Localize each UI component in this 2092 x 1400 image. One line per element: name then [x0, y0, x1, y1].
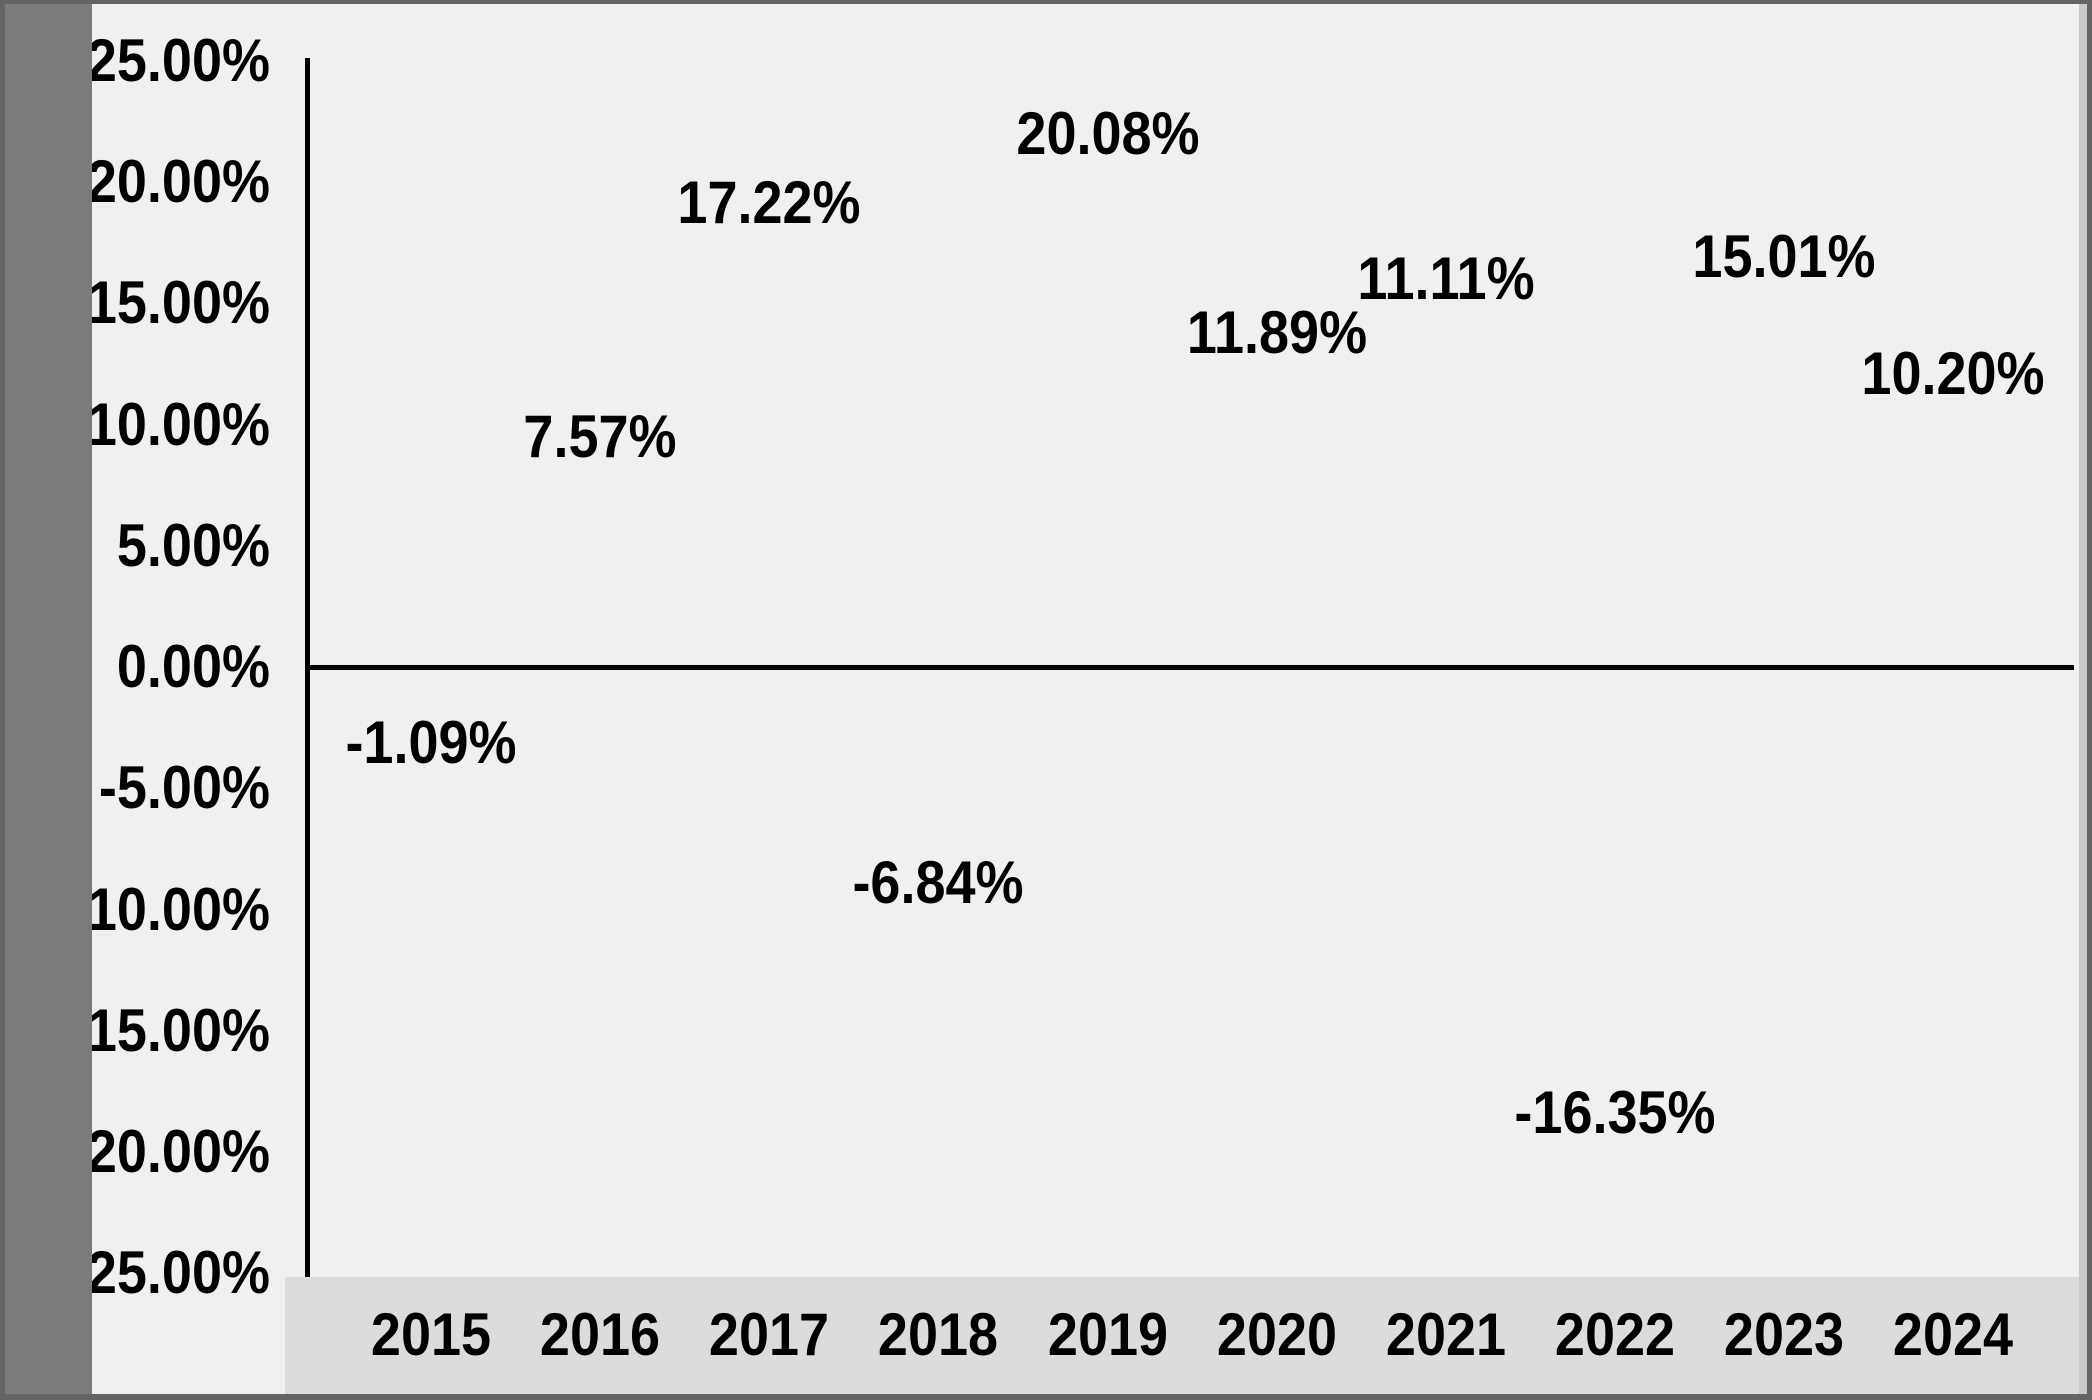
- zero-baseline: [305, 665, 2074, 670]
- value-label: 17.22%: [677, 169, 861, 236]
- y-axis-tick-label: 5.00%: [116, 512, 270, 579]
- y-axis-tick-label: -20.00%: [68, 1118, 270, 1185]
- bar: [0, 628, 92, 794]
- x-axis-label: 2016: [539, 1301, 661, 1368]
- x-axis-label: 2017: [708, 1301, 830, 1368]
- y-axis-ticks: 25.00% 20.00% 15.00% 10.00% 5.00% 0.00% -5.00%…: [0, 0, 270, 1304]
- bar: [0, 26, 92, 210]
- value-label: 11.11%: [1357, 245, 1535, 312]
- value-label: -1.09%: [345, 709, 517, 776]
- y-axis-tick-label: -25.00%: [68, 1239, 270, 1306]
- x-axis-band: [285, 1277, 2087, 1394]
- value-label: 15.01%: [1692, 223, 1876, 290]
- y-axis-tick-label: 0.00%: [116, 633, 270, 700]
- x-axis-label: 2019: [1047, 1301, 1169, 1368]
- x-axis-label: 2015: [370, 1301, 492, 1368]
- right-inner-edge: [2079, 0, 2087, 1400]
- x-axis-label: 2021: [1385, 1301, 1507, 1368]
- value-label: -6.84%: [852, 849, 1024, 916]
- value-label: 10.20%: [1861, 340, 2045, 407]
- value-label: 20.08%: [1016, 100, 1200, 167]
- y-axis-tick-label: 15.00%: [86, 269, 270, 336]
- y-axis-tick-label: 10.00%: [86, 391, 270, 458]
- y-axis-tick-label: 20.00%: [86, 148, 270, 215]
- border-bottom: [0, 1394, 2092, 1400]
- bar: [0, 794, 92, 1281]
- y-axis-tick-label: -5.00%: [98, 754, 271, 821]
- x-axis-label: 2020: [1216, 1301, 1338, 1368]
- bar: [0, 1281, 92, 1400]
- bar: [0, 210, 92, 628]
- value-label: -16.35%: [1514, 1079, 1716, 1146]
- x-axis-label: 2018: [877, 1301, 999, 1368]
- bars: [0, 0, 92, 1400]
- x-axis-label: 2023: [1723, 1301, 1845, 1368]
- y-axis-tick-label: -10.00%: [68, 876, 270, 943]
- y-axis-tick-label: 25.00%: [86, 27, 270, 94]
- x-axis-label: 2024: [1892, 1301, 2014, 1368]
- value-label: 7.57%: [523, 403, 677, 470]
- x-axis-label: 2022: [1554, 1301, 1676, 1368]
- border-left: [0, 0, 5, 1400]
- y-axis-tick-label: -15.00%: [68, 997, 270, 1064]
- bar: [0, 0, 92, 26]
- border-right: [2087, 0, 2092, 1400]
- border-top: [0, 0, 2092, 4]
- value-label: 11.89%: [1186, 299, 1368, 366]
